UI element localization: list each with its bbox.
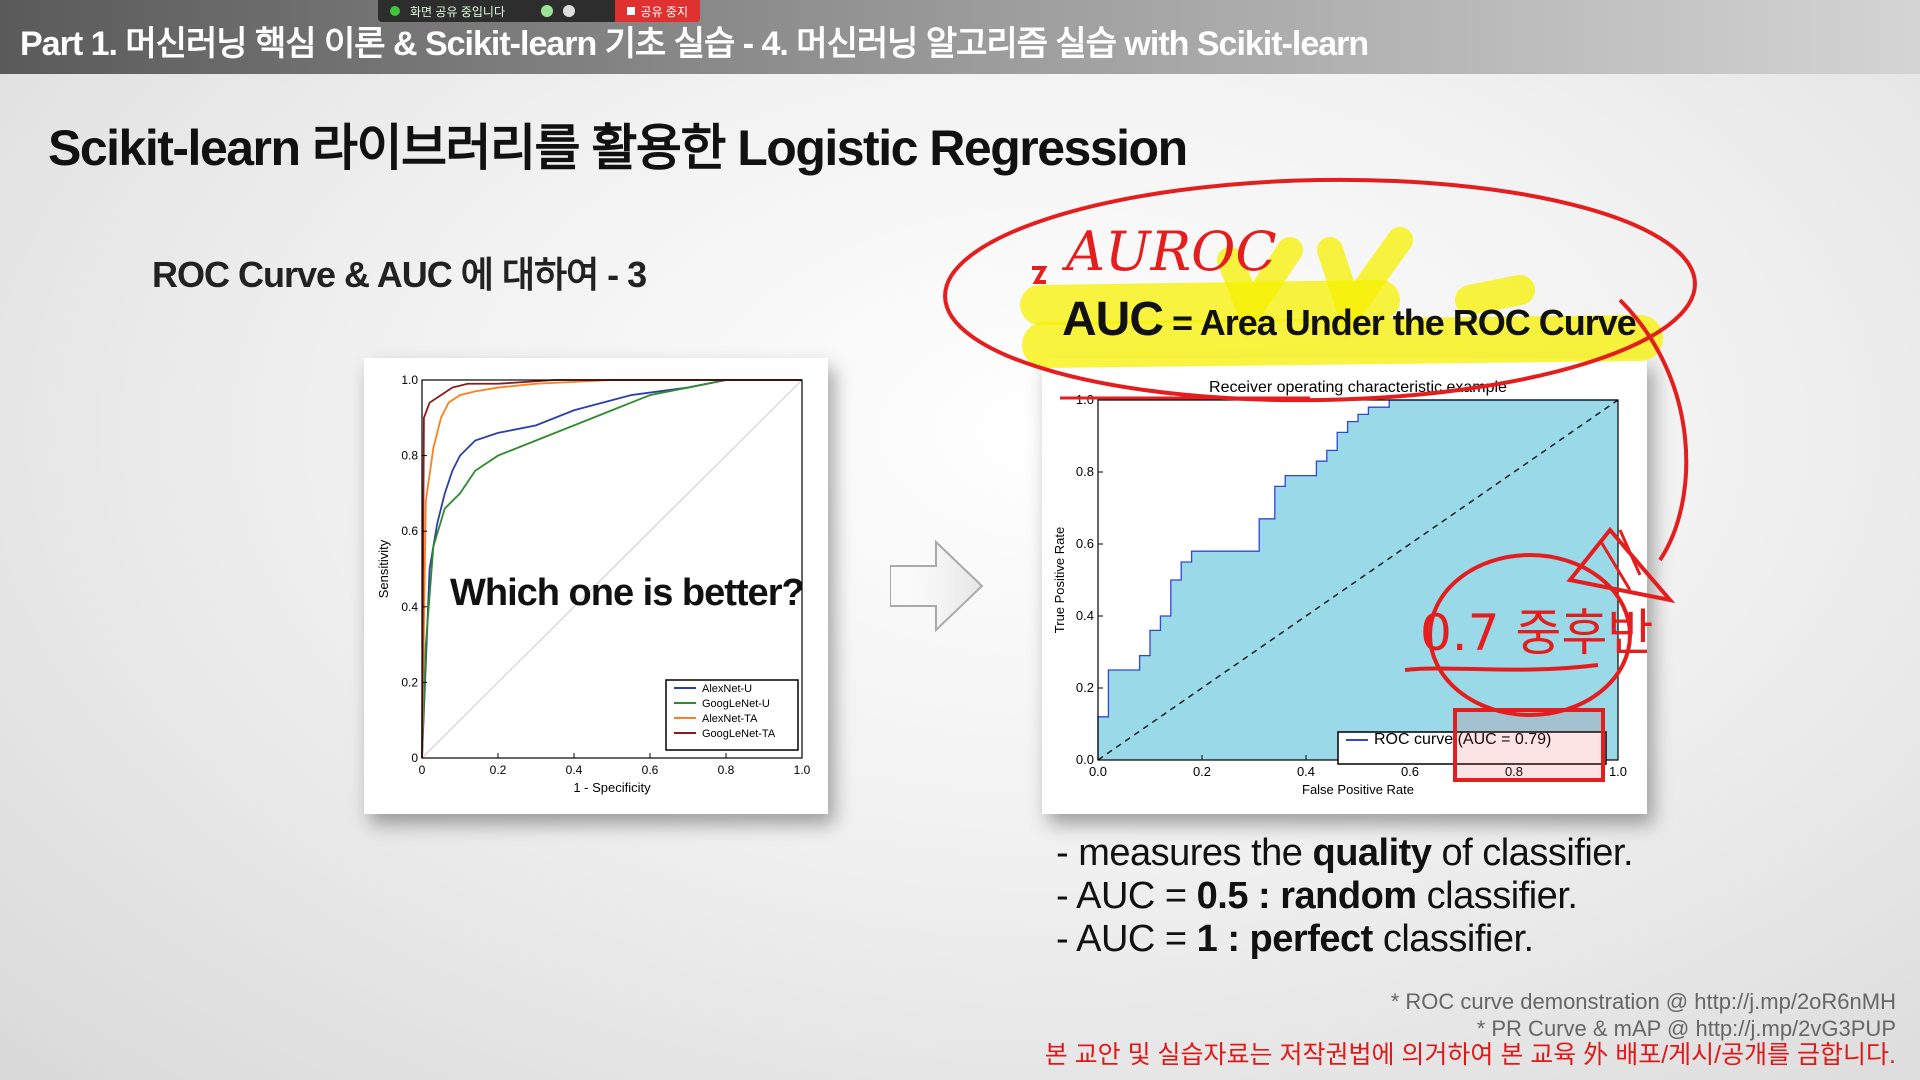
legend-entry: GoogLeNet-U <box>702 698 770 710</box>
right-arrow-icon <box>890 539 984 633</box>
y-tick-label: 0.0 <box>1076 752 1094 767</box>
x-tick-label: 0.4 <box>1297 764 1315 779</box>
diagonal-reference-line <box>421 379 803 759</box>
cloud-icon[interactable] <box>541 5 553 17</box>
bullet-quality: - measures the quality of classifier. <box>1056 832 1634 874</box>
x-tick-label: 1.0 <box>1609 764 1627 779</box>
comparison-question: Which one is better? <box>450 572 805 614</box>
x-tick-label: 0.6 <box>1401 764 1419 779</box>
roc-auc-chart: 0.0 0.2 0.4 0.6 0.8 1.0 0.0 0.2 0.4 0.6 0.8 1.0 Fals… <box>1052 379 1627 797</box>
copyright-notice: 본 교안 및 실습자료는 저작권법에 의거하여 본 교육 外 배포/게시/공개를… <box>1044 1041 1896 1069</box>
share-status-icon <box>390 6 400 16</box>
legend-entry: AlexNet-TA <box>702 713 758 725</box>
y-tick-label: 0.2 <box>401 675 418 689</box>
x-tick-label: 0.0 <box>1089 764 1107 779</box>
x-tick-label: 0.2 <box>490 763 507 777</box>
y-tick-label: 0.8 <box>401 449 418 463</box>
multi-roc-chart-card: 0 0.2 0.4 0.6 0.8 1.0 0 0.2 0.4 0.6 0.8 1.0 1 - Spec… <box>364 358 828 814</box>
section-title: ROC Curve & AUC 에 대하여 - 3 <box>152 254 647 295</box>
ref-pr-link[interactable]: * PR Curve & mAP @ http://j.mp/2vG3PUP <box>1476 1016 1896 1041</box>
shield-icon[interactable] <box>563 5 575 17</box>
y-tick-label: 0.6 <box>1076 536 1094 551</box>
y-tick-label: 0.6 <box>401 524 418 538</box>
x-tick-label: 0.6 <box>642 763 659 777</box>
series-line-1 <box>421 379 802 759</box>
stop-icon <box>626 7 635 15</box>
y-tick-label: 0.8 <box>1076 464 1094 479</box>
course-title: Part 1. 머신러닝 핵심 이론 & Scikit-learn 기초 실습 … <box>20 25 1369 63</box>
y-tick-label: 0.4 <box>401 600 418 614</box>
auc-definition: AUC = Area Under the ROC Curve <box>1062 292 1637 347</box>
series-line-2 <box>421 379 802 759</box>
top-banner: Part 1. 머신러닝 핵심 이론 & Scikit-learn 기초 실습 … <box>0 0 1920 74</box>
screen-share-bar[interactable]: 화면 공유 중입니다 공유 중지 <box>378 0 700 22</box>
y-tick-label: 1.0 <box>401 373 418 387</box>
legend-entry: ROC curve (AUC = 0.79) <box>1374 731 1551 748</box>
x-tick-label: 0.2 <box>1193 764 1211 779</box>
chart-title: Receiver operating characteristic exampl… <box>1209 379 1507 396</box>
share-status-text: 화면 공유 중입니다 <box>410 4 505 19</box>
x-axis-label: 1 - Specificity <box>573 780 651 795</box>
auc-bullets: - measures the quality of classifier. - … <box>1056 832 1634 961</box>
x-tick-label: 0.8 <box>1505 764 1523 779</box>
series-line-0 <box>1097 399 1618 760</box>
legend-entry: AlexNet-U <box>702 683 752 695</box>
slide-title: Scikit-learn 라이브러리를 활용한 Logistic Regress… <box>48 120 1188 176</box>
y-tick-label: 0.2 <box>1076 680 1094 695</box>
y-axis-label: Sensitivity <box>376 539 391 598</box>
stop-share-button[interactable]: 공유 중지 <box>614 0 700 22</box>
multi-roc-chart: 0 0.2 0.4 0.6 0.8 1.0 0 0.2 0.4 0.6 0.8 1.0 1 - Spec… <box>376 373 811 795</box>
y-tick-label: 0.4 <box>1076 608 1094 623</box>
ref-roc-link[interactable]: * ROC curve demonstration @ http://j.mp/… <box>1390 989 1896 1014</box>
plot-frame <box>421 379 803 759</box>
x-tick-label: 0 <box>419 763 426 777</box>
x-axis-label: False Positive Rate <box>1302 782 1414 797</box>
auc-expansion: = Area Under the ROC Curve <box>1163 302 1637 343</box>
y-tick-label: 0 <box>411 751 418 765</box>
stop-share-label: 공유 중지 <box>640 4 689 19</box>
auc-acronym: AUC <box>1062 293 1164 346</box>
auroc-annotation: AUROC <box>1061 220 1277 283</box>
bullet-random: - AUC = 0.5 : random classifier. <box>1056 875 1578 917</box>
bullet-perfect: - AUC = 1 : perfect classifier. <box>1056 918 1534 960</box>
legend-entry: GoogLeNet-TA <box>702 728 776 740</box>
references: * ROC curve demonstration @ http://j.mp/… <box>1045 988 1896 1069</box>
legend-box <box>665 679 799 751</box>
number-two-annotation <box>1032 266 1048 284</box>
y-tick-label: 1.0 <box>1076 392 1094 407</box>
x-tick-label: 0.4 <box>566 763 583 777</box>
roc-auc-chart-card: 0.0 0.2 0.4 0.6 0.8 1.0 0.0 0.2 0.4 0.6 0.8 1.0 Fals… <box>1042 358 1647 814</box>
x-tick-label: 1.0 <box>794 763 811 777</box>
x-tick-label: 0.8 <box>718 763 735 777</box>
y-axis-label: True Positive Rate <box>1052 527 1067 633</box>
